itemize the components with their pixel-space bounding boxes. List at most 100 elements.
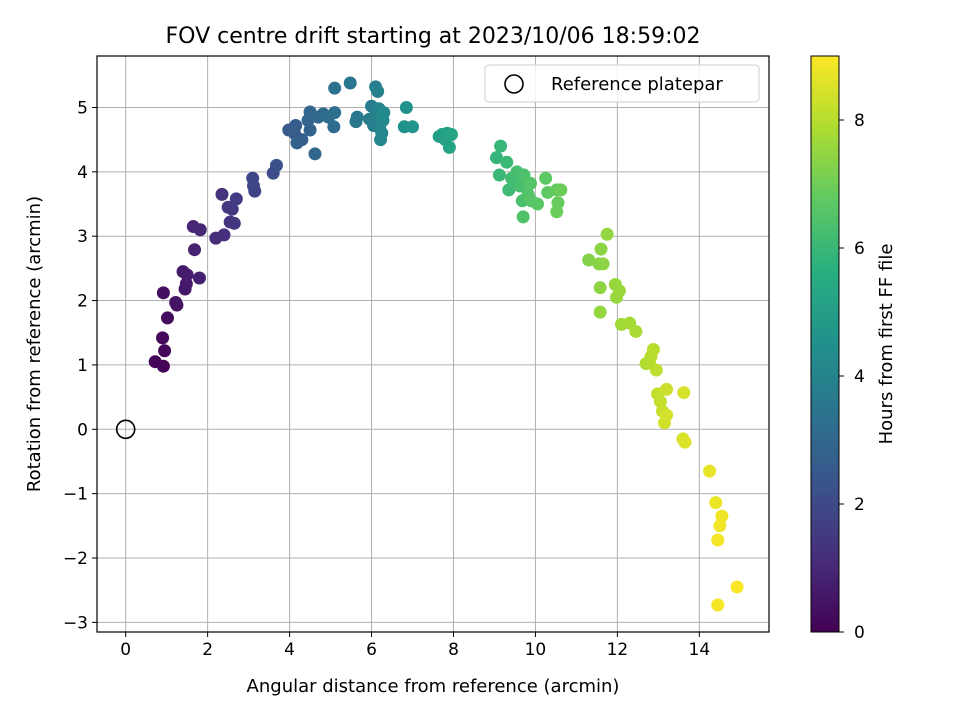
y-tick-label: −1 [63,485,88,505]
data-point [169,295,183,309]
data-point [600,227,614,241]
data-point [371,84,385,98]
legend-marker [504,74,524,94]
data-point [343,76,357,90]
y-tick-label: 0 [77,420,88,440]
data-point [327,120,341,134]
data-points [148,76,744,612]
colorbar-tick-label: 0 [854,623,865,643]
data-point [349,115,363,129]
x-tick-label: 14 [689,640,711,660]
colorbar: 0 2 4 6 8 Hours from first FF file [810,55,897,643]
data-point [229,192,243,206]
x-tick-label: 0 [120,640,131,660]
data-point [711,598,725,612]
data-point [442,140,456,154]
data-point [246,171,260,185]
data-point [530,197,544,211]
data-point [500,155,514,169]
data-point [225,202,239,216]
x-ticks: 0 2 4 6 8 10 12 14 [120,632,710,660]
data-point [192,271,206,285]
y-tick-label: 5 [77,98,88,118]
data-point [492,168,506,182]
y-tick-label: −2 [63,549,88,569]
data-point [709,496,723,510]
colorbar-tick-label: 4 [854,367,865,387]
plot-frame [96,55,770,633]
data-point [188,243,202,257]
colorbar-tick-label: 8 [854,111,865,131]
y-tick-label: −3 [63,613,88,633]
y-tick-label: 4 [77,163,88,183]
data-point [374,133,388,147]
data-point [593,281,607,295]
data-point [524,176,538,190]
legend: Reference platepar [484,64,760,103]
data-point [290,136,304,150]
data-point [554,183,568,197]
data-point [444,128,458,142]
data-point [156,359,170,373]
data-point [550,205,564,219]
data-point [582,253,596,267]
data-point [596,257,610,271]
data-point [303,123,317,137]
data-point [217,228,231,242]
x-axis-label: Angular distance from reference (arcmin) [247,676,620,697]
data-point [678,435,692,449]
data-point [715,509,729,523]
data-point [328,106,342,120]
y-tick-label: 1 [77,356,88,376]
data-point [180,268,194,282]
reference-point [115,419,136,440]
data-point [629,324,643,338]
data-point [328,81,342,95]
data-point [703,464,717,478]
chart-title: FOV centre drift starting at 2023/10/06 … [166,24,701,49]
data-point [490,151,504,165]
y-tick-label: 3 [77,227,88,247]
data-point [513,179,527,193]
x-tick-label: 4 [284,640,295,660]
data-point [516,210,530,224]
data-point [494,139,508,153]
grid [97,56,769,632]
data-point [660,408,674,422]
data-point [399,100,413,114]
data-point [215,187,229,201]
data-point [269,158,283,172]
y-tick-label: 2 [77,292,88,312]
data-point [711,533,725,547]
colorbar-tick-label: 6 [854,239,865,259]
data-point [646,342,660,356]
data-point [158,344,172,358]
data-point [649,363,663,377]
data-point [677,386,691,400]
data-point [713,519,727,533]
data-point [193,223,207,237]
data-point [612,284,626,298]
data-point [653,395,667,409]
data-point [730,580,744,594]
data-point [593,305,607,319]
data-point [156,286,170,300]
data-point [160,311,174,325]
x-tick-label: 12 [607,640,629,660]
colorbar-gradient [810,55,840,633]
data-point [594,242,608,256]
x-tick-label: 10 [525,640,547,660]
x-tick-label: 6 [366,640,377,660]
x-tick-label: 2 [202,640,213,660]
colorbar-ticks: 0 2 4 6 8 [839,111,865,643]
legend-label: Reference platepar [551,74,723,95]
legend-box [484,64,760,103]
data-point [406,120,420,134]
y-ticks: −3 −2 −1 0 1 2 3 4 5 [63,98,97,633]
data-point [227,216,241,230]
data-point [539,171,553,185]
colorbar-tick-label: 2 [854,495,865,515]
data-point [660,382,674,396]
y-axis-label: Rotation from reference (arcmin) [24,196,45,492]
